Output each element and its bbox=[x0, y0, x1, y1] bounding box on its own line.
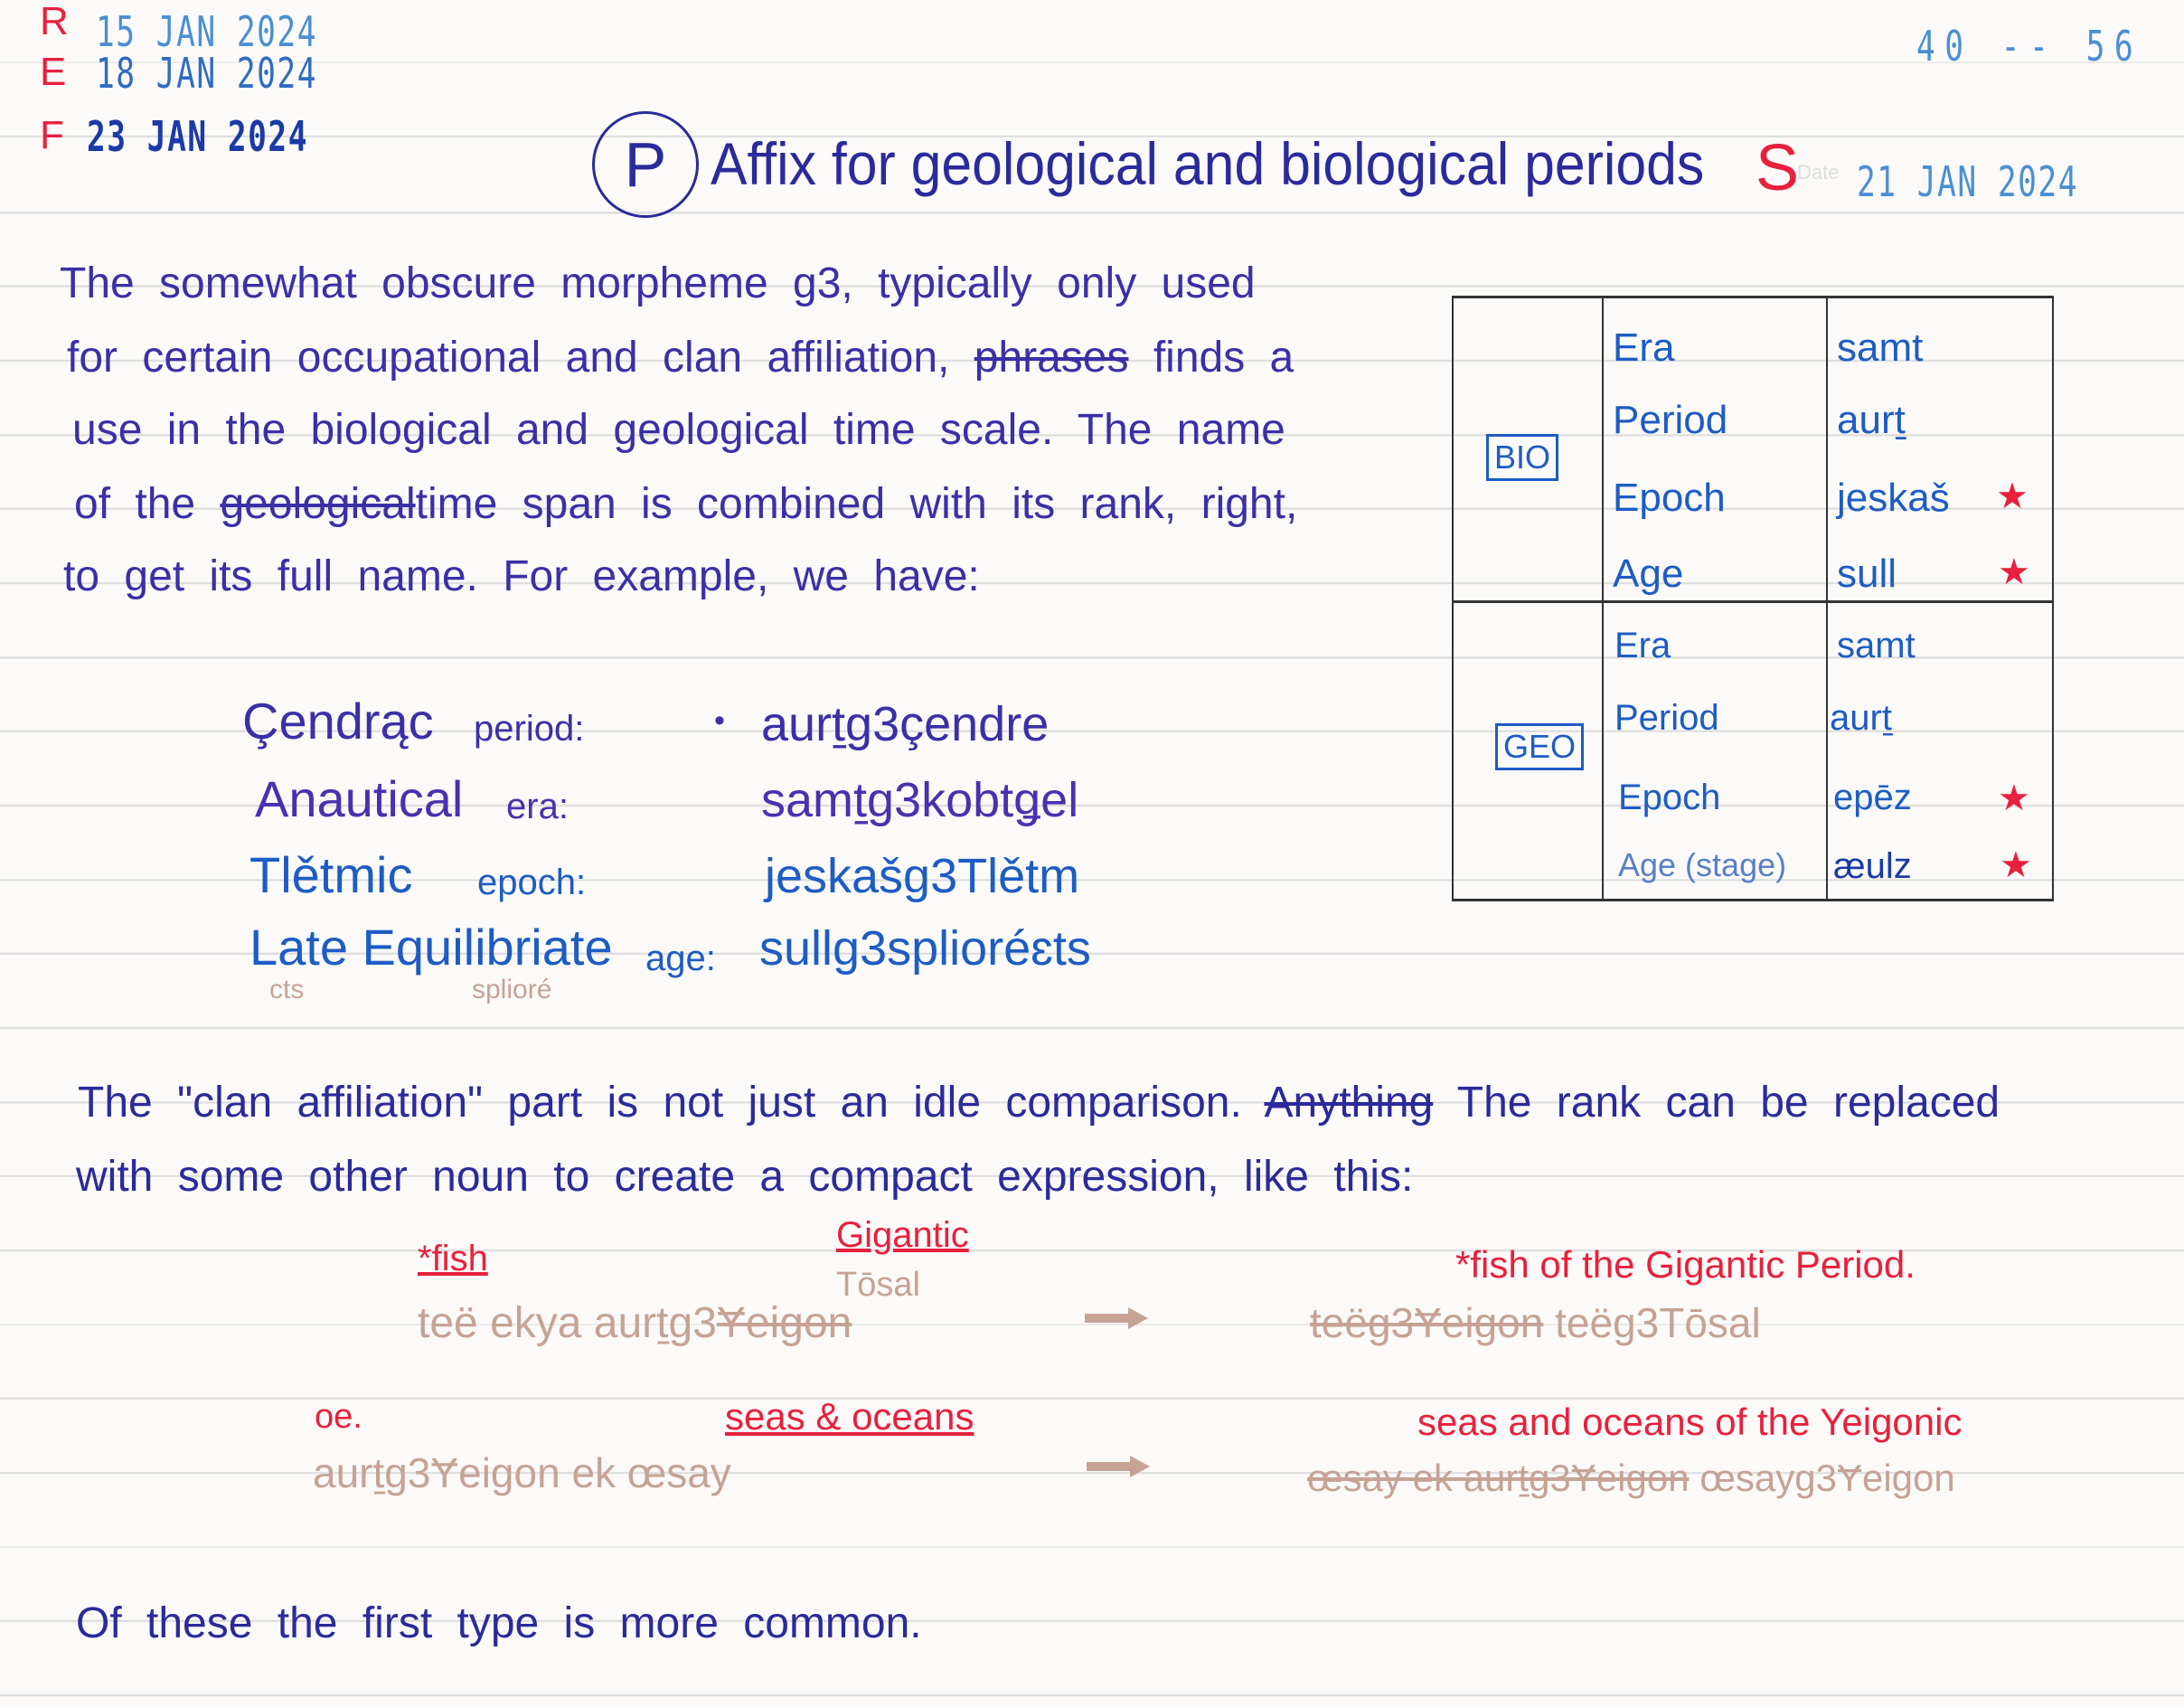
page-title: Affix for geological and biological peri… bbox=[711, 130, 1705, 197]
page-reference: 40 -- 56 bbox=[1916, 22, 2143, 71]
gloss-right: *fish of the Gigantic Period. bbox=[1455, 1243, 1916, 1286]
paragraph2-text: The "clan affiliation" part is not just … bbox=[78, 1079, 1242, 1127]
paragraph2-line1: The "clan affiliation" part is not just … bbox=[78, 1081, 2000, 1125]
affix-cell: samt bbox=[1837, 325, 1924, 370]
paragraph1-line3: use in the biological and geological tim… bbox=[72, 406, 1285, 454]
affix-cell: aurṯ bbox=[1837, 398, 1906, 442]
example-form: aurṯg3çendre bbox=[761, 697, 1050, 751]
affix-cell: aurṯ bbox=[1830, 698, 1892, 738]
ref-date-2: 18 JAN 2024 bbox=[96, 49, 317, 98]
rank-cell: Period bbox=[1613, 398, 1728, 442]
table-divider bbox=[1454, 600, 2052, 603]
alternate-form: Tōsal bbox=[836, 1266, 920, 1304]
affix-cell: samt bbox=[1837, 626, 1916, 665]
struck-word: œsay ek aurṯg3Ɏeigon bbox=[1307, 1457, 1690, 1499]
rank-cell: Epoch bbox=[1613, 476, 1726, 520]
paragraph2-line2: with some other noun to create a compact… bbox=[76, 1153, 1414, 1201]
paragraph1-line5: to get its full name. For example, we ha… bbox=[63, 552, 980, 600]
arrow-right-icon bbox=[1087, 1456, 1150, 1477]
margin-note: splioré bbox=[472, 975, 552, 1004]
example-rank: age: bbox=[645, 938, 716, 978]
group-label-geo: GEO bbox=[1495, 723, 1585, 770]
affix-table: BIO GEO Era samt Period aurṯ Epoch jeska… bbox=[1452, 296, 2054, 901]
star-icon: ★ bbox=[1998, 552, 2030, 592]
paragraph1-text: finds a bbox=[1153, 334, 1294, 382]
gloss-left: oe. bbox=[315, 1398, 362, 1436]
paragraph1-line1: The somewhat obscure morpheme g3, typica… bbox=[60, 259, 1256, 307]
source-phrase: teë ekya aurṯg3Ɏeigon bbox=[418, 1302, 852, 1345]
paragraph1-line2: for certain occupational and clan affili… bbox=[67, 336, 1294, 380]
struck-word: geological bbox=[220, 480, 416, 528]
paragraph1-text: for certain occupational and clan affili… bbox=[67, 334, 950, 382]
example-form: jeskašg3Tlětm bbox=[765, 849, 1080, 903]
example-rank: epoch: bbox=[477, 863, 587, 902]
example-form: samṯg3kobtǥel bbox=[761, 773, 1079, 827]
star-icon: ★ bbox=[1998, 778, 2030, 818]
gloss-mid: seas & oceans bbox=[725, 1395, 974, 1438]
struck-word: Ɏeigon bbox=[716, 1299, 852, 1347]
rank-cell: Epoch bbox=[1618, 778, 1721, 817]
rank-cell: Era bbox=[1614, 626, 1671, 665]
result-line: teëg3Ɏeigon teëg3Tōsal bbox=[1310, 1302, 1761, 1344]
struck-word: phrases bbox=[974, 334, 1129, 382]
table-divider bbox=[1826, 298, 1828, 899]
arrow-right-icon bbox=[1085, 1307, 1148, 1329]
gloss-mid: Gigantic bbox=[836, 1215, 969, 1255]
rank-cell: Period bbox=[1614, 698, 1719, 738]
rank-cell: Age bbox=[1613, 552, 1684, 596]
example-name: Tlětmic bbox=[249, 846, 413, 903]
closing-sentence: Of these the first type is more common. bbox=[76, 1599, 922, 1647]
struck-word: teëg3Ɏeigon bbox=[1310, 1299, 1544, 1346]
ref-letter-r: R bbox=[40, 0, 69, 43]
example-name: Late Equilibriate bbox=[249, 919, 613, 976]
paragraph1-text: time span is combined with its rank, rig… bbox=[415, 480, 1298, 528]
ref-date-1: 15 JAN 2024 bbox=[96, 7, 317, 56]
bullet-icon: • bbox=[714, 703, 725, 738]
result-line: œsay ek aurṯg3Ɏeigon œsayg3Ɏeigon bbox=[1307, 1459, 1955, 1497]
affix-cell: æulz bbox=[1833, 846, 1912, 886]
source-phrase: aurṯg3Ɏeigon ek œsay bbox=[313, 1449, 731, 1496]
result-form: œsayg3Ɏeigon bbox=[1699, 1457, 1955, 1499]
star-icon: ★ bbox=[1996, 476, 2029, 516]
ref-date-3: 23 JAN 2024 bbox=[87, 112, 308, 161]
gloss-left: *fish bbox=[418, 1239, 488, 1278]
group-label-bio: BIO bbox=[1486, 434, 1559, 481]
gloss-right: seas and oceans of the Yeigonic bbox=[1417, 1400, 1963, 1443]
title-marker-circle: P bbox=[592, 111, 699, 218]
star-icon: ★ bbox=[2000, 845, 2032, 885]
paragraph1-text: of the bbox=[74, 480, 196, 528]
affix-cell: epēz bbox=[1833, 778, 1912, 817]
affix-cell: jeskaš bbox=[1837, 476, 1950, 520]
example-rank: era: bbox=[506, 787, 569, 826]
affix-cell: sull bbox=[1837, 552, 1897, 596]
margin-note: cts bbox=[269, 975, 305, 1004]
ref-letter-e: E bbox=[40, 50, 67, 94]
example-rank: period: bbox=[474, 709, 585, 749]
paragraph1-line4: of the geologicaltime span is combined w… bbox=[74, 483, 1297, 526]
ref-letter-f: F bbox=[40, 113, 64, 157]
source-text: teë ekya aurṯg3 bbox=[418, 1299, 717, 1347]
title-marker: P bbox=[624, 129, 667, 200]
example-name: Çendrąc bbox=[242, 693, 434, 750]
date-label: Date bbox=[1797, 161, 1840, 184]
result-form: teëg3Tōsal bbox=[1555, 1299, 1761, 1346]
page-date: 21 JAN 2024 bbox=[1857, 157, 2078, 206]
rank-cell: Era bbox=[1613, 325, 1675, 370]
table-divider bbox=[1602, 298, 1604, 899]
struck-word: Anything bbox=[1264, 1079, 1434, 1127]
example-name: Anautical bbox=[255, 770, 464, 827]
paragraph2-text: The rank can be replaced bbox=[1456, 1079, 2000, 1127]
title-suffix: S bbox=[1756, 132, 1800, 204]
example-form: sullg3splioréɛts bbox=[759, 921, 1091, 976]
rank-cell: Age (stage) bbox=[1618, 846, 1787, 883]
